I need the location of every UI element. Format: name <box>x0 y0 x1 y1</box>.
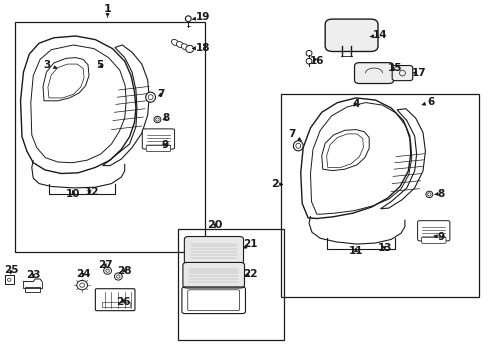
Ellipse shape <box>154 116 161 123</box>
Ellipse shape <box>103 267 111 274</box>
Ellipse shape <box>425 191 432 198</box>
Text: 17: 17 <box>411 68 426 78</box>
Text: 13: 13 <box>377 243 392 253</box>
Ellipse shape <box>77 280 87 290</box>
Text: 9: 9 <box>433 232 444 242</box>
Ellipse shape <box>305 50 311 56</box>
Text: 1: 1 <box>103 4 111 17</box>
Text: 18: 18 <box>192 42 210 53</box>
Bar <box>102 302 130 307</box>
Text: 4: 4 <box>351 99 359 109</box>
Ellipse shape <box>171 40 178 45</box>
FancyBboxPatch shape <box>146 145 170 152</box>
Ellipse shape <box>176 42 183 48</box>
FancyBboxPatch shape <box>391 66 412 81</box>
Text: 25: 25 <box>4 265 19 275</box>
Ellipse shape <box>181 44 188 50</box>
FancyBboxPatch shape <box>95 289 135 311</box>
Ellipse shape <box>305 58 311 64</box>
FancyBboxPatch shape <box>183 262 244 288</box>
FancyBboxPatch shape <box>184 237 243 264</box>
Text: 7: 7 <box>288 129 301 141</box>
Ellipse shape <box>185 45 193 53</box>
Bar <box>281 94 478 297</box>
FancyBboxPatch shape <box>354 63 393 84</box>
Text: 20: 20 <box>207 220 223 230</box>
Text: 11: 11 <box>348 246 363 256</box>
Text: 28: 28 <box>117 266 132 276</box>
Text: 15: 15 <box>387 63 402 73</box>
Bar <box>178 229 283 340</box>
Text: 24: 24 <box>76 269 90 279</box>
Text: 23: 23 <box>26 270 41 280</box>
Text: 10: 10 <box>66 189 81 199</box>
Text: 14: 14 <box>369 30 387 40</box>
Text: 21: 21 <box>243 239 257 249</box>
Text: 27: 27 <box>98 260 112 270</box>
Bar <box>25 287 40 292</box>
Text: 7: 7 <box>157 89 165 99</box>
Text: 12: 12 <box>84 186 99 197</box>
FancyBboxPatch shape <box>325 19 377 51</box>
Ellipse shape <box>185 16 191 22</box>
FancyBboxPatch shape <box>417 221 449 241</box>
Bar <box>5 275 14 284</box>
Text: 3: 3 <box>43 60 57 70</box>
Text: 2: 2 <box>270 179 282 189</box>
Bar <box>15 22 205 252</box>
Text: 9: 9 <box>162 140 168 150</box>
FancyBboxPatch shape <box>421 237 445 243</box>
Text: 16: 16 <box>309 56 324 66</box>
Ellipse shape <box>114 273 122 280</box>
Text: 22: 22 <box>243 269 257 279</box>
Text: 5: 5 <box>97 60 103 70</box>
Ellipse shape <box>145 92 155 102</box>
Text: 26: 26 <box>116 297 130 307</box>
Text: 19: 19 <box>192 12 210 22</box>
Text: 6: 6 <box>421 96 434 107</box>
Text: 8: 8 <box>434 189 444 199</box>
FancyBboxPatch shape <box>142 129 174 149</box>
Text: 8: 8 <box>163 113 169 123</box>
Ellipse shape <box>293 141 303 151</box>
